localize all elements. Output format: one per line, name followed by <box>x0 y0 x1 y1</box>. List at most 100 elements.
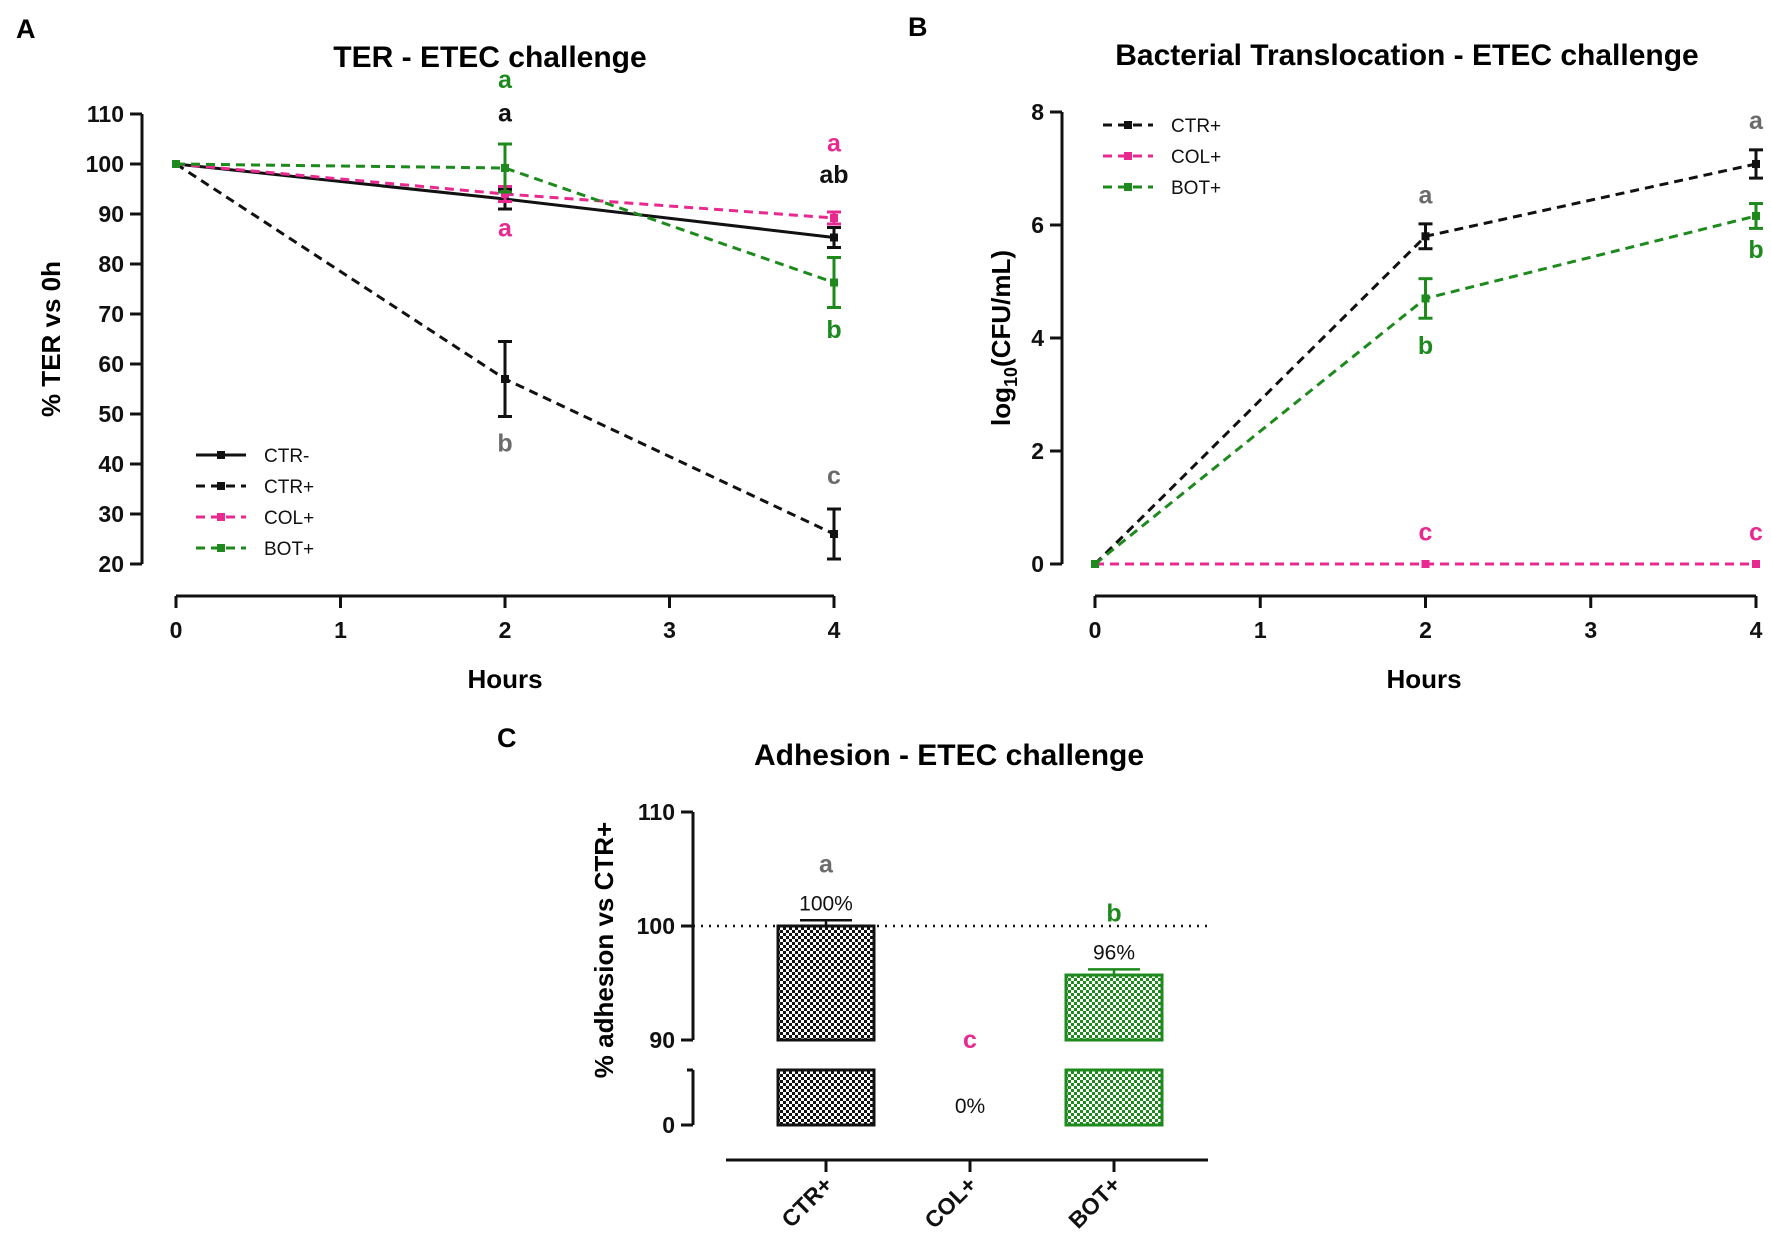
y-ticks-a: 20 30 40 50 60 70 80 90 100 110 <box>86 101 142 577</box>
y-tick-label-30: 30 <box>98 501 124 527</box>
point-colplus-2 <box>1421 560 1430 568</box>
point-botplus-4 <box>830 278 838 287</box>
significance-letter-b-4: b <box>1748 236 1763 264</box>
value-label-colplus: 0% <box>955 1095 985 1118</box>
series-botplus <box>1091 202 1763 568</box>
point-botplus-0 <box>1091 560 1099 568</box>
y-tick-label-100: 100 <box>86 151 124 177</box>
value-label-botplus: 96% <box>1093 941 1135 964</box>
line-botplus <box>1094 214 1757 566</box>
y-tick-label-c-100: 100 <box>637 913 675 939</box>
point-colplus-4 <box>1752 560 1760 568</box>
bar-colplus: 0% c <box>955 1026 985 1118</box>
y-tick-label-110: 110 <box>87 101 124 127</box>
point-colplus-4 <box>830 214 838 222</box>
legend-marker-ctrplus <box>1124 121 1132 129</box>
legend-label-botplus: BOT+ <box>264 539 314 560</box>
significance-letter-b-0: a <box>1419 182 1434 210</box>
x-axis-label-a: Hours <box>467 664 542 694</box>
y-axis-label-a: % TER vs 0h <box>36 261 66 417</box>
legend-marker-colplus <box>1124 152 1132 160</box>
point-ctrplus-2 <box>501 375 509 383</box>
bar-ctrplus: 100% a <box>776 850 876 1127</box>
x-tick-label-3: 3 <box>663 617 676 643</box>
x-ticks-c: CTR+ COL+ BOT+ <box>776 1160 1126 1233</box>
y-tick-label-20: 20 <box>98 551 124 577</box>
y-tick-label-c-90: 90 <box>649 1027 675 1053</box>
panel-c: C Adhesion - ETEC challenge 0 90 100 110 % … <box>497 723 1212 1233</box>
y-tick-label-4: 4 <box>1031 325 1044 351</box>
x-axis-label-b: Hours <box>1386 664 1461 694</box>
y-axis-label-b-sub: 10 <box>1001 367 1021 387</box>
y-tick-label-90: 90 <box>98 201 124 227</box>
significance-letter-a-0: a <box>498 66 513 94</box>
bar-ctrplus-lower-segment <box>776 1068 876 1127</box>
chart-title-b: Bacterial Translocation - ETEC challenge <box>1115 39 1699 72</box>
legend-label-colplus: COL+ <box>1171 147 1221 168</box>
y-axis-label-b-rest: (CFU/mL) <box>986 250 1016 367</box>
point-ctrminus-4 <box>830 233 838 242</box>
x-tick-label-3: 3 <box>1584 617 1597 643</box>
significance-letter-botplus: b <box>1106 899 1121 927</box>
panel-label-a: A <box>16 14 36 44</box>
bar-botplus-upper-segment <box>1064 973 1164 1042</box>
y-tick-label-6: 6 <box>1031 212 1044 238</box>
significance-letter-a-6: b <box>826 316 841 344</box>
point-botplus-2 <box>501 164 509 172</box>
x-tick-label-1: 1 <box>1254 617 1267 643</box>
significance-letter-a-7: c <box>827 462 841 490</box>
y-axis-c: 0 90 100 110 <box>637 799 695 1138</box>
significance-letter-a-4: a <box>827 130 842 158</box>
point-botplus-4 <box>1752 211 1760 220</box>
y-tick-label-c-0: 0 <box>662 1112 675 1138</box>
point-ctrplus-4 <box>1752 159 1760 168</box>
legend-label-colplus: COL+ <box>264 508 314 529</box>
legend-marker-botplus <box>1124 183 1132 191</box>
y-tick-label-8: 8 <box>1031 99 1044 125</box>
legend-label-ctrplus: CTR+ <box>1171 116 1221 137</box>
legend-marker-ctrplus <box>217 482 225 490</box>
significance-letter-b-2: c <box>1419 518 1433 546</box>
legend-label-ctrminus: CTR- <box>264 446 309 467</box>
legend-marker-colplus <box>217 513 225 521</box>
legend-label-ctrplus: CTR+ <box>264 477 314 498</box>
significance-letter-a-1: a <box>498 100 513 128</box>
y-tick-label-40: 40 <box>98 451 124 477</box>
legend-b: CTR+ COL+ BOT+ <box>1103 116 1221 199</box>
line-botplus <box>175 162 835 284</box>
significance-letter-a-5: ab <box>819 161 848 189</box>
legend-a: CTR- CTR+ COL+ BOT+ <box>196 446 314 560</box>
x-tick-label-c-ctrplus: CTR+ <box>776 1171 837 1232</box>
significance-letter-colplus: c <box>963 1026 977 1054</box>
x-tick-label-4: 4 <box>1750 617 1763 643</box>
significance-letter-a-3: b <box>497 430 512 458</box>
y-tick-label-50: 50 <box>98 401 124 427</box>
annotations-b: a b c a b c <box>1418 107 1764 546</box>
y-tick-label-70: 70 <box>98 301 124 327</box>
panel-a: A TER - ETEC challenge 20304050607080901… <box>16 14 849 694</box>
y-axis-label-b: log10(CFU/mL) <box>986 250 1021 426</box>
y-tick-label-60: 60 <box>98 351 124 377</box>
series-group-b <box>1091 148 1763 568</box>
x-tick-label-c-botplus: BOT+ <box>1063 1171 1125 1233</box>
x-tick-label-2: 2 <box>1419 617 1432 643</box>
chart-title-a: TER - ETEC challenge <box>333 41 646 74</box>
y-tick-label-0: 0 <box>1031 551 1044 577</box>
chart-title-c: Adhesion - ETEC challenge <box>754 739 1144 772</box>
bar-botplus: 96% b <box>1064 899 1164 1127</box>
bar-ctrplus-upper-segment <box>776 924 876 1042</box>
x-ticks-b: 0 1 2 3 4 <box>1089 596 1763 643</box>
y-axis-label-c: % adhesion vs CTR+ <box>589 822 619 1078</box>
point-ctrplus-4 <box>830 530 838 538</box>
series-group-a <box>172 142 841 561</box>
x-tick-label-c-colplus: COL+ <box>919 1171 981 1233</box>
value-label-ctrplus: 100% <box>799 892 853 915</box>
significance-letter-a-2: a <box>498 215 513 243</box>
significance-letter-ctrplus: a <box>819 850 834 878</box>
significance-letter-b-3: a <box>1749 107 1764 135</box>
series-colplus <box>1091 560 1760 568</box>
x-ticks-a: 0 1 2 3 4 <box>170 596 841 643</box>
bar-botplus-lower-segment <box>1064 1068 1164 1127</box>
